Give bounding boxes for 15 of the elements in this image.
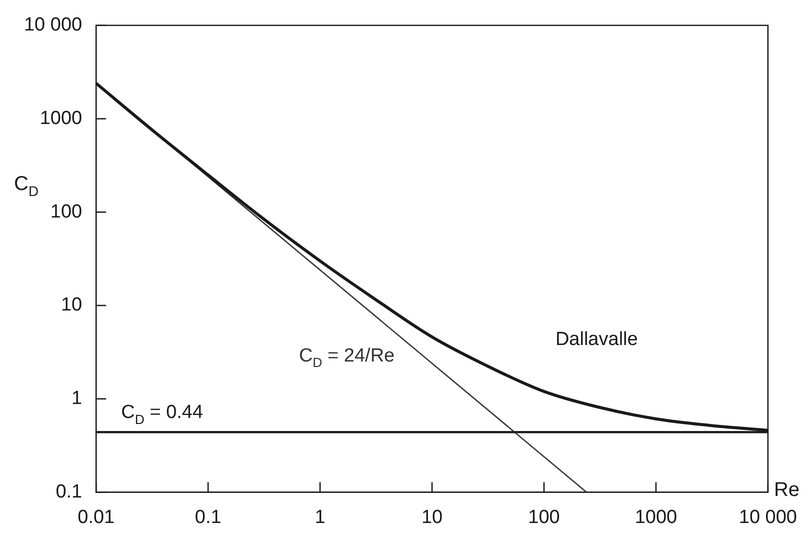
x-tick-label: 1000 <box>634 506 678 528</box>
y-tick-label: 1 <box>72 388 82 410</box>
text: Dallavalle <box>555 329 638 350</box>
x-tick-label: 10 000 <box>738 506 798 528</box>
y-tick-label: 100 <box>50 201 82 222</box>
x-tick-label: 1 <box>314 506 326 528</box>
y-tick-label: 10 <box>60 294 82 316</box>
y-tick-label: 10 000 <box>24 14 82 36</box>
x-axis-title: Re <box>774 479 800 502</box>
y-tick-label: 0.1 <box>56 481 82 502</box>
x-tick-label: 10 <box>421 506 443 528</box>
x-tick-label: 0.01 <box>78 506 115 528</box>
x-tick-label: 0.1 <box>194 506 222 528</box>
y-tick-label: 1000 <box>40 108 82 129</box>
x-tick-label: 100 <box>528 506 560 528</box>
